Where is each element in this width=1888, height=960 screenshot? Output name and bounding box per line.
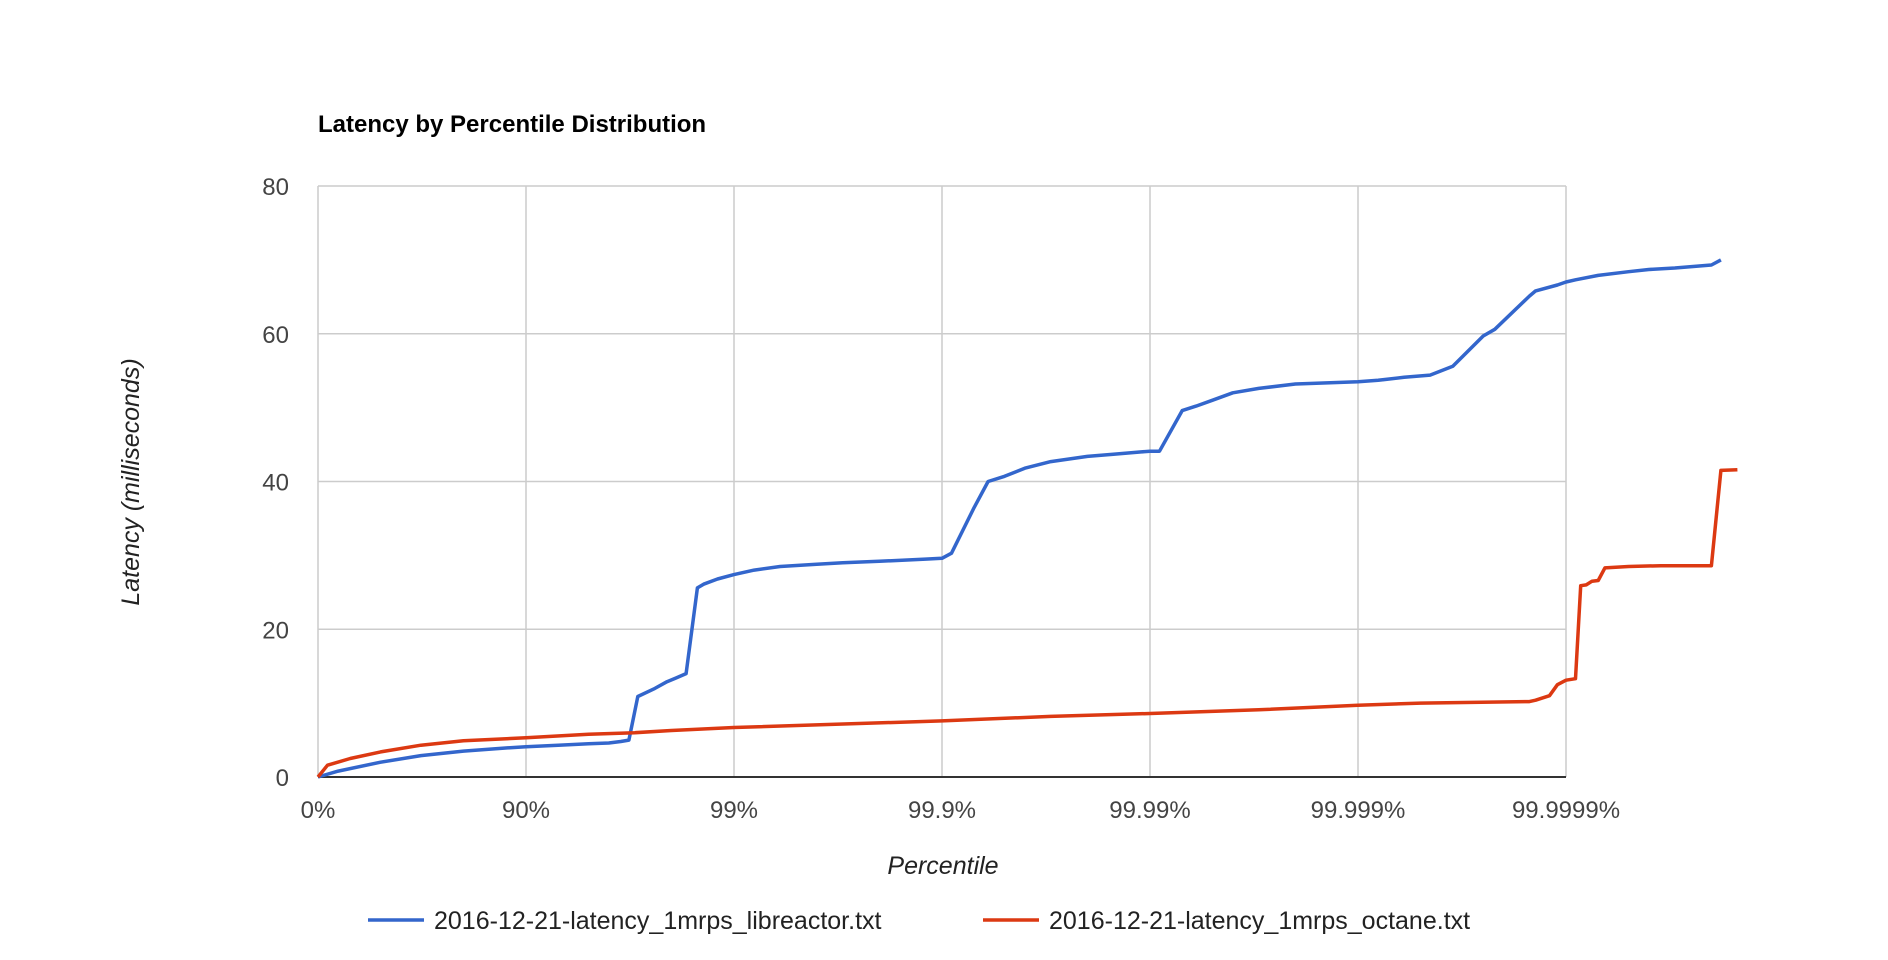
series-line-1	[317, 258, 1722, 779]
legend-item-1: 2016-12-21-latency_1mrps_libreactor.txt	[368, 907, 882, 935]
y-tick-label: 80	[262, 174, 289, 201]
x-tick-label: 0%	[301, 797, 336, 824]
x-tick-label: 99%	[710, 797, 758, 824]
x-axis-title: Percentile	[887, 852, 998, 880]
y-tick-label: 0	[276, 765, 289, 792]
series-lines	[316, 258, 1738, 779]
x-tick-label: 99.9999%	[1512, 797, 1620, 824]
x-tick-label: 90%	[502, 797, 550, 824]
y-tick-label: 20	[262, 617, 289, 644]
x-tick-label: 99.9%	[908, 797, 976, 824]
legend-item-2: 2016-12-21-latency_1mrps_octane.txt	[983, 907, 1470, 935]
y-tick-label: 40	[262, 470, 289, 497]
x-tick-label: 99.999%	[1311, 797, 1406, 824]
y-axis-title: Latency (milliseconds)	[117, 358, 145, 605]
series-line-2	[316, 467, 1738, 779]
legend-label: 2016-12-21-latency_1mrps_octane.txt	[1049, 907, 1470, 935]
y-tick-label: 60	[262, 322, 289, 349]
chart-title: Latency by Percentile Distribution	[318, 111, 706, 138]
legend: 2016-12-21-latency_1mrps_libreactor.txt 2…	[368, 907, 1470, 935]
tick-labels: 0 20 40 60 80 0% 90% 99% 99.9% 99.99% 99.999% 99.99…	[262, 174, 1620, 824]
legend-label: 2016-12-21-latency_1mrps_libreactor.txt	[434, 907, 882, 935]
x-tick-label: 99.99%	[1109, 797, 1190, 824]
grid	[317, 185, 1567, 778]
